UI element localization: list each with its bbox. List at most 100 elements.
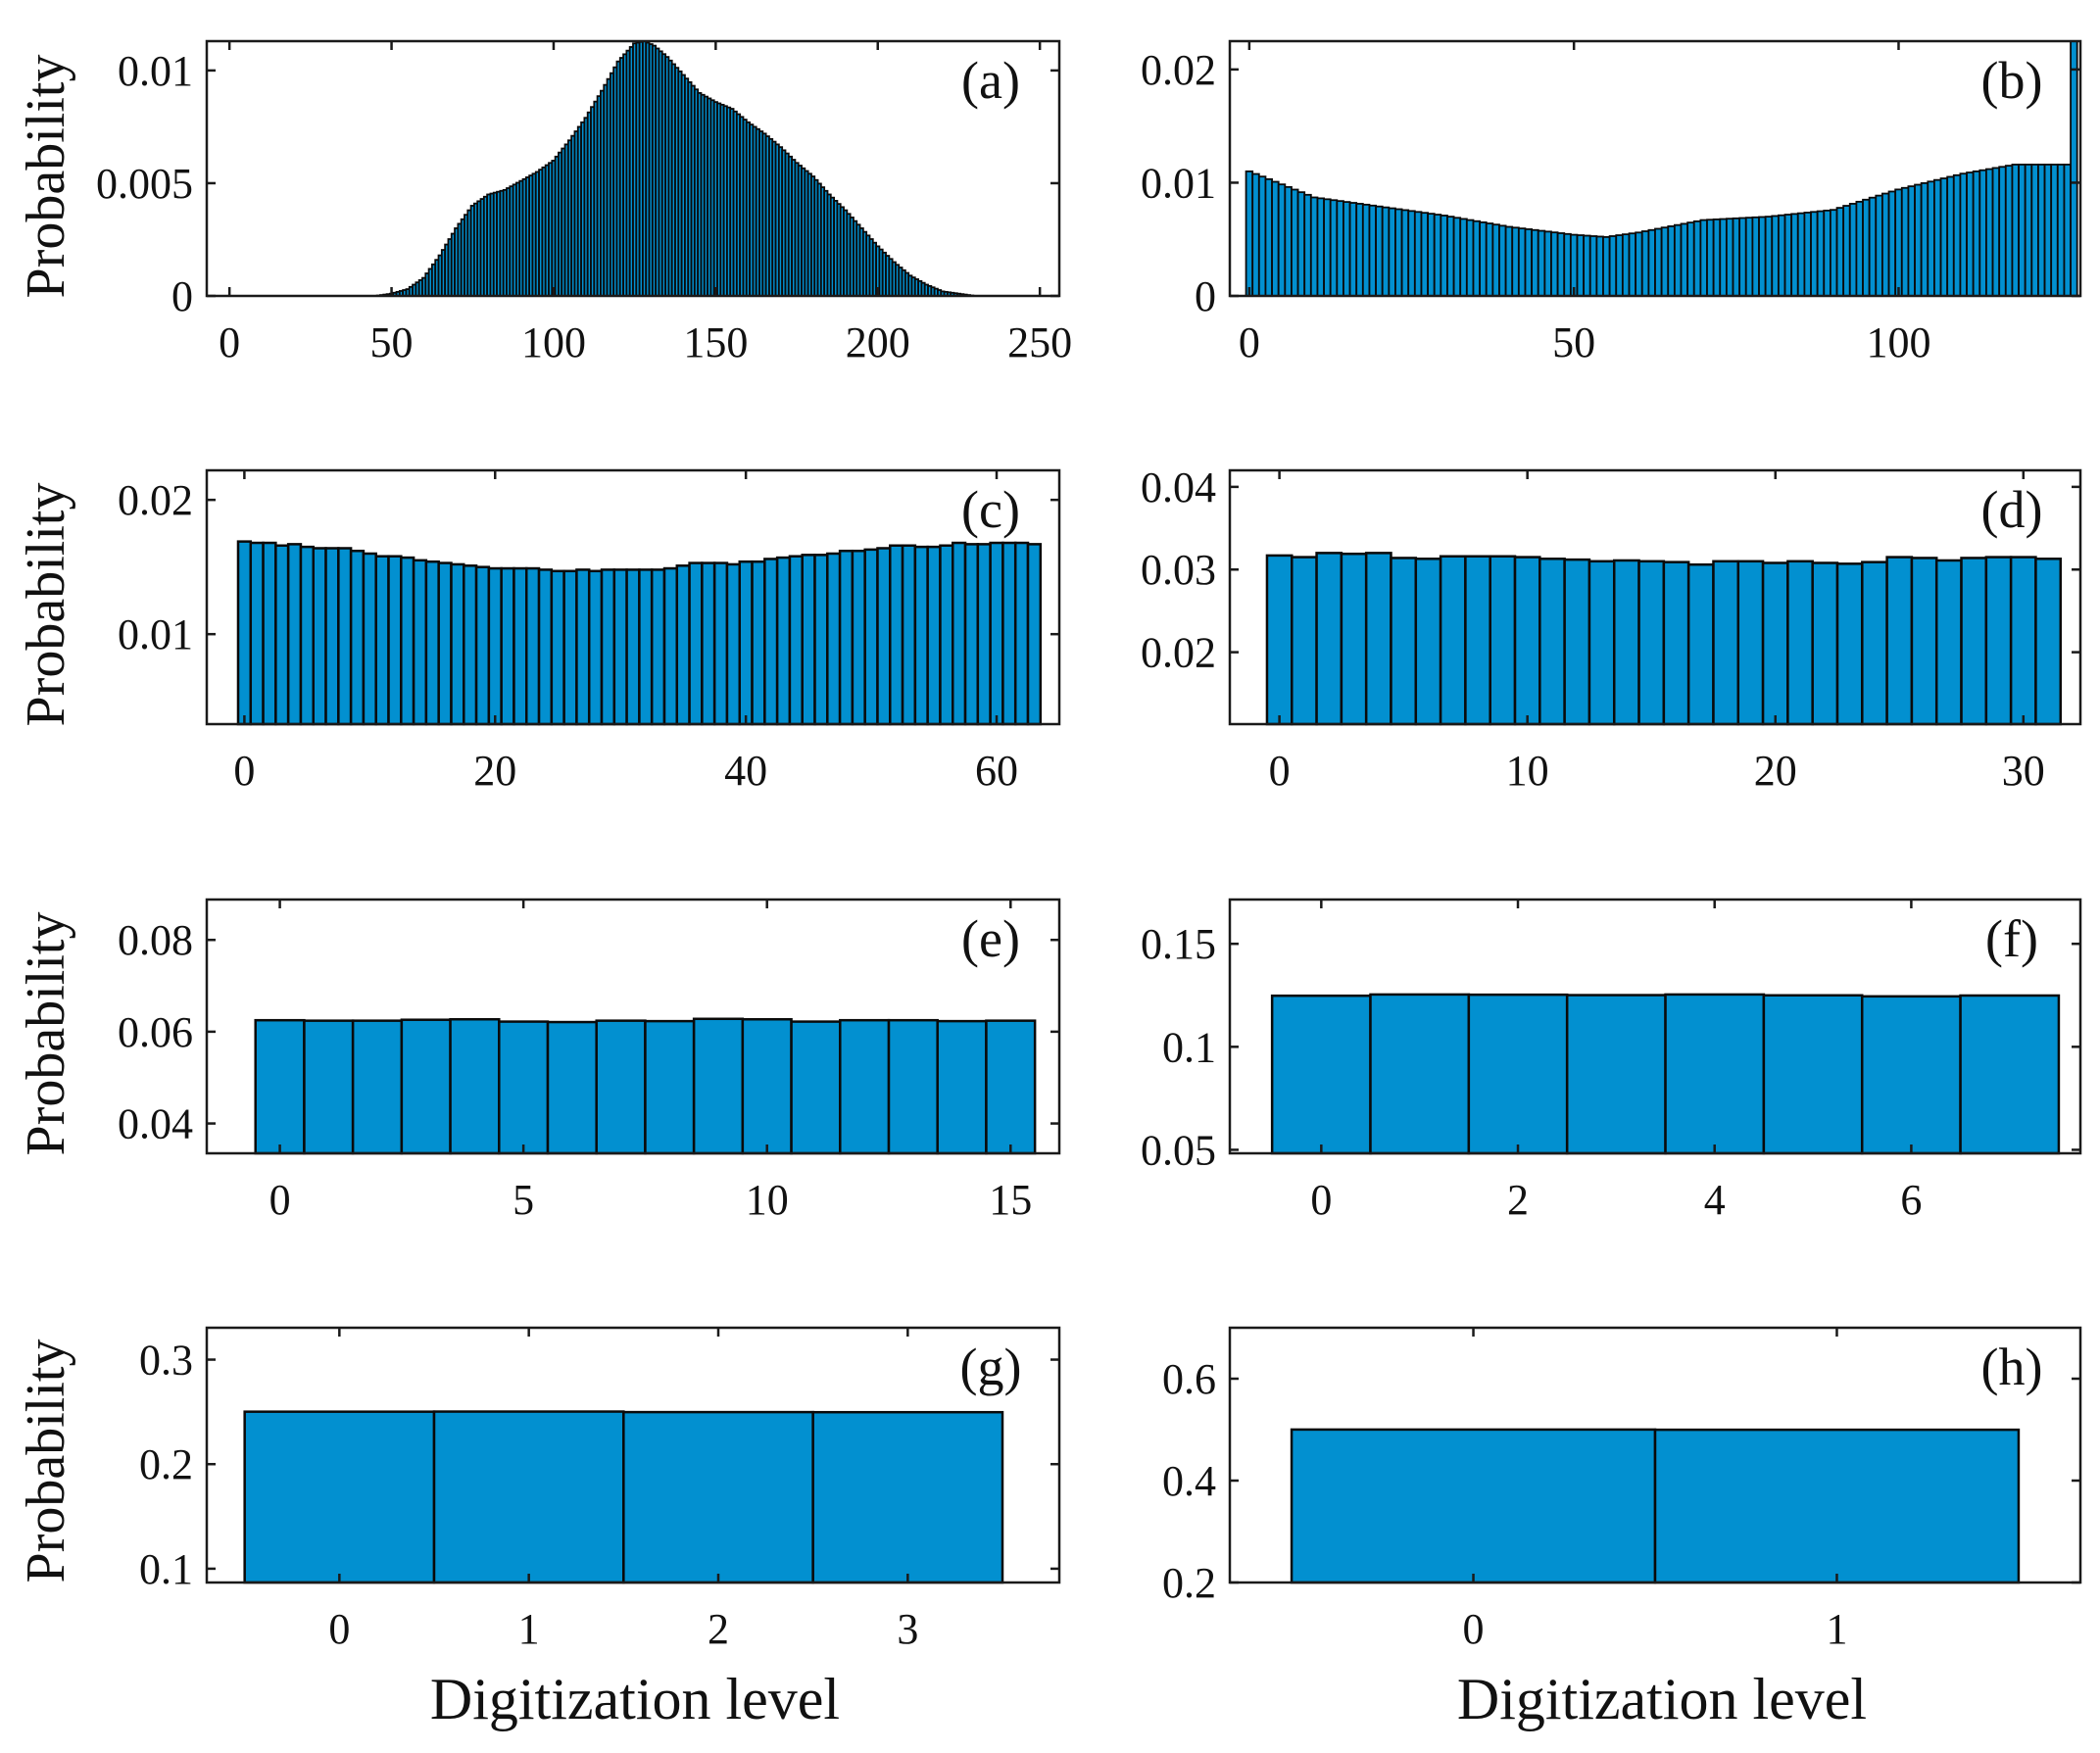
bar-e-7	[595, 1019, 647, 1155]
xtick-label-f-2: 4	[1704, 1176, 1726, 1224]
bar-f-7	[1959, 994, 2061, 1155]
bar-d-19	[1736, 560, 1765, 726]
bar-b-102	[1907, 185, 1916, 297]
bar-b-72	[1712, 218, 1722, 297]
panel-c: 0 20 40 60 0.01 0.02 (c)	[118, 468, 1061, 795]
bar-b-9	[1303, 193, 1312, 297]
bar-b-43	[1524, 228, 1534, 297]
axes-box-b	[1228, 39, 2082, 298]
bar-b-79	[1758, 216, 1767, 297]
bar-b-121	[2030, 164, 2039, 297]
bar-e-12	[839, 1018, 891, 1155]
bar-c-39	[725, 562, 742, 726]
ytick-label-h-2: 0.6	[1162, 1355, 1216, 1403]
bar-b-100	[1894, 188, 1903, 297]
bar-d-27	[1934, 559, 1963, 726]
bar-b-106	[1933, 178, 1942, 297]
bar-b-35	[1472, 219, 1481, 297]
bar-c-63	[1026, 543, 1043, 726]
bars-c	[236, 540, 1043, 726]
xtick-label-b-2: 100	[1866, 318, 1930, 366]
bar-c-52	[889, 544, 904, 726]
bar-c-44	[788, 555, 804, 726]
bar-h-1	[1653, 1428, 2021, 1584]
bar-b-32	[1452, 217, 1462, 297]
ytick-label-a-2: 0.01	[118, 47, 193, 95]
ytick-label-e-0: 0.04	[118, 1100, 193, 1148]
bar-b-57	[1615, 234, 1624, 297]
bars-a	[375, 40, 975, 297]
bar-c-26	[562, 569, 578, 726]
ytick-label-h-0: 0.2	[1162, 1559, 1216, 1607]
bar-b-125	[2056, 164, 2066, 297]
y-axis-label-row-1: Probability	[16, 55, 76, 299]
bar-b-97	[1875, 194, 1883, 297]
bar-b-70	[1699, 219, 1708, 297]
bar-c-29	[600, 568, 616, 726]
bar-b-81	[1771, 215, 1780, 297]
bar-c-10	[362, 552, 377, 726]
bar-b-45	[1537, 229, 1546, 297]
axes-box-d	[1228, 468, 2082, 726]
xtick-label-g-3: 3	[897, 1605, 918, 1653]
bar-c-59	[976, 543, 992, 726]
bar-c-11	[374, 555, 390, 726]
bar-c-18	[463, 564, 478, 726]
bar-d-9	[1489, 555, 1517, 726]
bar-b-75	[1732, 217, 1741, 297]
bar-c-48	[838, 549, 855, 726]
bar-d-18	[1712, 560, 1740, 726]
bar-b-67	[1680, 222, 1689, 297]
x-axis-label-right: Digitization level	[1457, 1667, 1867, 1731]
xtick-label-b-1: 50	[1552, 318, 1595, 366]
xtick-label-g-0: 0	[328, 1605, 350, 1653]
bar-e-10	[741, 1017, 793, 1155]
bar-c-15	[424, 560, 440, 726]
bar-b-22	[1388, 207, 1396, 297]
bars-e	[254, 1017, 1037, 1155]
bar-b-26	[1413, 211, 1423, 297]
bar-b-25	[1407, 210, 1416, 297]
ytick-label-e-2: 0.08	[118, 916, 193, 964]
bar-e-11	[790, 1020, 842, 1155]
bar-d-22	[1811, 561, 1839, 726]
bar-b-40	[1504, 225, 1514, 297]
bar-b-50	[1569, 233, 1579, 297]
xtick-label-d-2: 20	[1754, 747, 1797, 795]
bar-b-27	[1420, 212, 1429, 297]
bar-b-74	[1725, 218, 1734, 297]
bar-b-123	[2043, 164, 2053, 297]
bar-c-14	[412, 559, 428, 726]
bar-d-5	[1390, 557, 1418, 726]
bar-b-47	[1550, 231, 1559, 297]
axes-box-g	[205, 1326, 1061, 1584]
xtick-label-a-3: 150	[683, 318, 748, 366]
bar-b-12	[1323, 198, 1332, 297]
axes-box-c	[205, 468, 1061, 726]
bar-c-28	[587, 569, 604, 726]
bar-b-66	[1673, 223, 1683, 297]
bar-b-78	[1751, 216, 1760, 297]
bar-b-2	[1257, 175, 1267, 297]
bar-b-34	[1465, 219, 1475, 297]
bar-f-4	[1664, 993, 1766, 1155]
bar-c-46	[813, 554, 829, 726]
xtick-label-e-2: 10	[746, 1176, 789, 1224]
ytick-label-f-2: 0.15	[1141, 920, 1216, 968]
bar-c-32	[638, 568, 654, 726]
bar-b-3	[1264, 177, 1273, 297]
bar-b-126	[2063, 164, 2072, 297]
axes-box-a	[205, 39, 1061, 298]
bar-b-105	[1927, 180, 1935, 297]
xtick-label-a-5: 250	[1007, 318, 1072, 366]
bar-c-30	[612, 568, 628, 726]
panel-label-e: (e)	[961, 909, 1020, 968]
bar-b-36	[1479, 220, 1488, 297]
bar-c-62	[1013, 541, 1030, 726]
bar-e-8	[644, 1019, 696, 1155]
panel-d: 0 10 20 30 0.02 0.03 0.04 (d)	[1141, 463, 2082, 795]
bar-b-18	[1361, 203, 1371, 297]
ytick-label-b-0: 0	[1195, 272, 1216, 320]
xtick-label-h-0: 0	[1463, 1605, 1485, 1653]
